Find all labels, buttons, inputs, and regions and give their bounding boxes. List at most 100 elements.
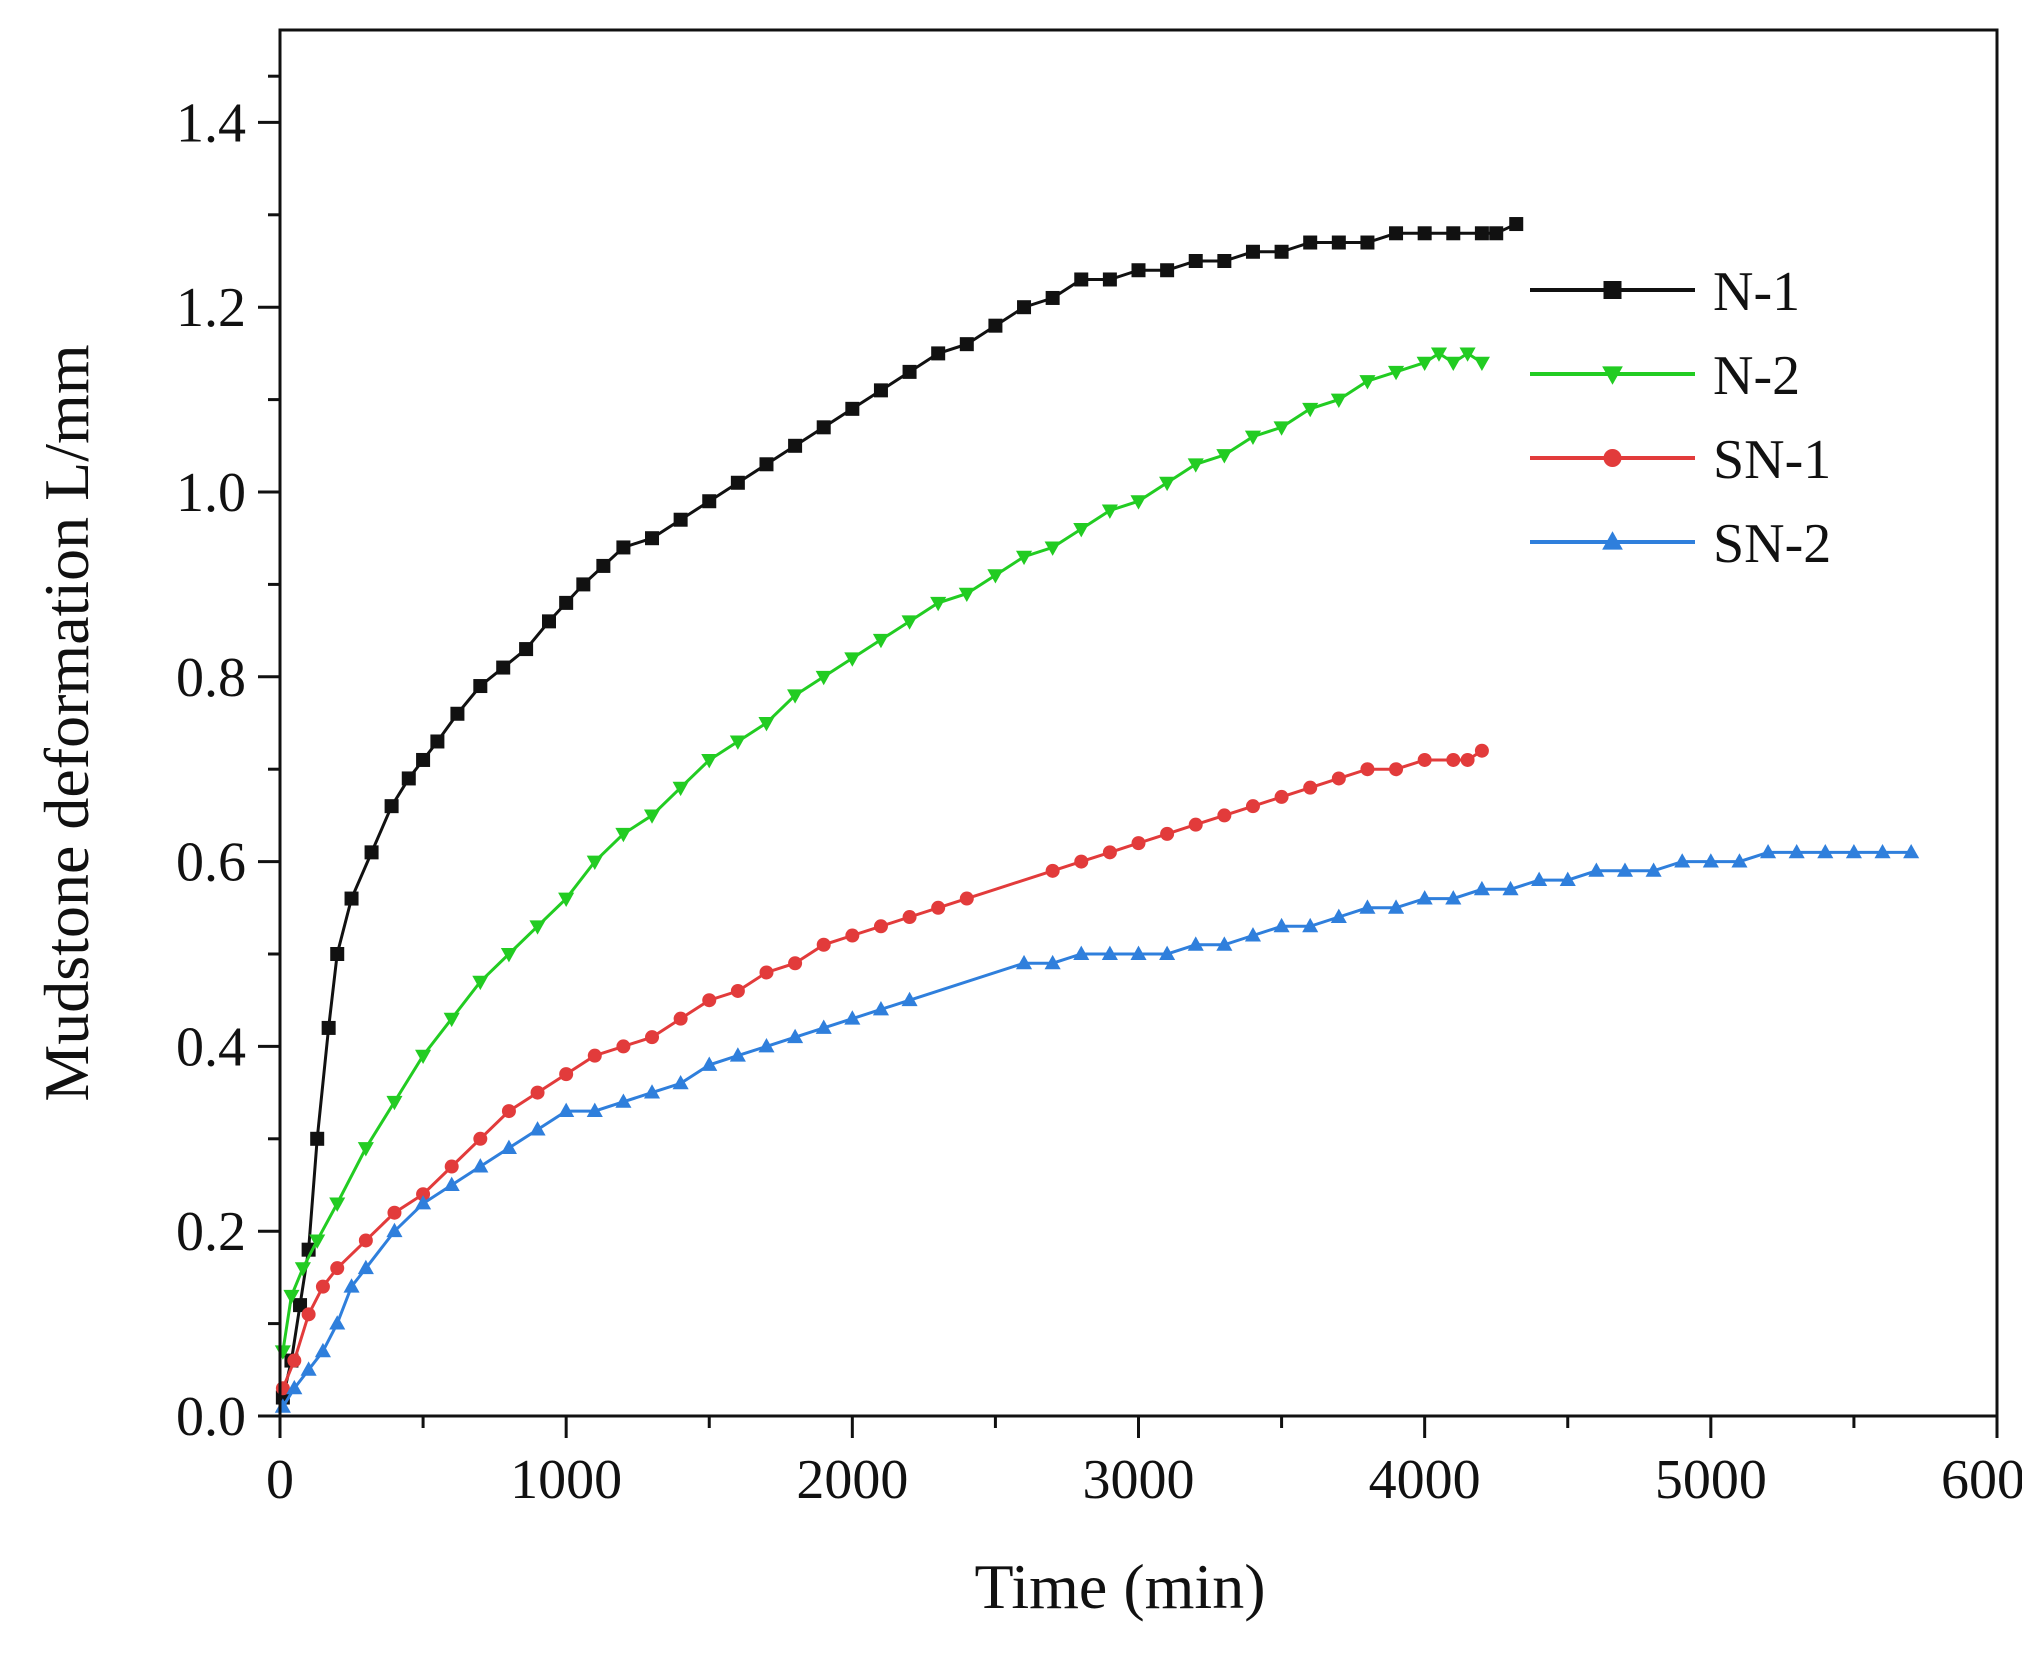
data-point bbox=[615, 827, 632, 843]
data-point bbox=[1359, 375, 1376, 390]
data-point bbox=[1188, 817, 1203, 832]
plot-frame bbox=[278, 28, 1999, 1418]
data-point bbox=[787, 689, 804, 704]
data-point bbox=[1017, 300, 1032, 315]
data-point bbox=[386, 1095, 403, 1111]
data-point bbox=[872, 1001, 889, 1016]
data-point bbox=[1359, 899, 1376, 914]
data-point bbox=[315, 1279, 330, 1294]
data-point bbox=[902, 364, 917, 379]
y-tick-label: 1.2 bbox=[176, 277, 246, 339]
data-point bbox=[1245, 244, 1260, 259]
data-point bbox=[576, 577, 591, 592]
data-point bbox=[1645, 862, 1662, 877]
data-point bbox=[343, 1278, 360, 1293]
data-point bbox=[387, 1205, 402, 1220]
data-point bbox=[815, 670, 832, 686]
data-point bbox=[1074, 854, 1089, 869]
data-point bbox=[788, 956, 803, 971]
data-point bbox=[1388, 899, 1405, 914]
data-point bbox=[1045, 290, 1060, 305]
x-tick-label: 3000 bbox=[1083, 1449, 1195, 1511]
data-point bbox=[1330, 393, 1347, 408]
data-point bbox=[1388, 365, 1405, 381]
data-point bbox=[815, 1019, 832, 1034]
data-point bbox=[988, 318, 1003, 333]
data-point bbox=[300, 1361, 317, 1376]
data-point bbox=[845, 401, 860, 416]
data-point bbox=[1446, 226, 1461, 241]
y-tick-label: 0.0 bbox=[176, 1386, 246, 1448]
data-point bbox=[844, 1010, 861, 1025]
data-point bbox=[496, 660, 511, 675]
data-point bbox=[1273, 421, 1290, 436]
data-point bbox=[1187, 458, 1204, 473]
data-point bbox=[1474, 743, 1489, 758]
data-point bbox=[1502, 880, 1519, 896]
data-point bbox=[301, 1307, 316, 1322]
data-point bbox=[1616, 862, 1634, 877]
data-point bbox=[283, 1289, 300, 1305]
data-point bbox=[1015, 954, 1033, 970]
data-point bbox=[1244, 927, 1262, 942]
legend-marker bbox=[1602, 366, 1623, 385]
data-point bbox=[1559, 871, 1576, 887]
data-point bbox=[472, 1158, 489, 1173]
data-point bbox=[1273, 917, 1290, 933]
data-point bbox=[416, 752, 431, 767]
data-point bbox=[958, 587, 975, 603]
data-point bbox=[357, 1259, 374, 1275]
data-point bbox=[1874, 843, 1891, 859]
data-point bbox=[931, 900, 946, 915]
data-point bbox=[1903, 843, 1920, 859]
data-point bbox=[558, 892, 575, 907]
data-point bbox=[1245, 799, 1260, 814]
series-n-1 bbox=[275, 217, 1524, 1405]
data-point bbox=[1015, 550, 1033, 566]
x-tick-label: 4000 bbox=[1369, 1449, 1481, 1511]
data-point bbox=[702, 993, 717, 1008]
data-point bbox=[415, 1195, 432, 1210]
data-point bbox=[473, 679, 488, 694]
y-tick-label: 0.6 bbox=[176, 832, 246, 894]
data-point bbox=[872, 633, 889, 649]
data-point bbox=[586, 855, 603, 870]
data-point bbox=[1360, 762, 1375, 777]
data-point bbox=[1588, 862, 1605, 877]
data-point bbox=[643, 809, 661, 824]
data-point bbox=[1074, 272, 1089, 287]
data-point bbox=[321, 1020, 336, 1035]
data-point bbox=[559, 1067, 574, 1082]
data-point bbox=[729, 735, 746, 750]
data-point bbox=[1417, 226, 1432, 241]
data-point bbox=[1474, 226, 1489, 241]
series-line bbox=[281, 850, 1912, 1408]
y-tick-label: 1.0 bbox=[176, 462, 246, 524]
legend-item-n-2: N-2 bbox=[1530, 345, 1800, 407]
data-point bbox=[844, 652, 861, 667]
data-point bbox=[1302, 402, 1319, 418]
data-point bbox=[1102, 272, 1117, 287]
data-point bbox=[987, 569, 1004, 584]
data-point bbox=[1331, 235, 1346, 250]
data-point bbox=[1044, 541, 1061, 556]
legend: N-1 N-2 SN-1 SN-2 bbox=[1530, 261, 1831, 575]
data-point bbox=[1446, 752, 1461, 767]
data-point bbox=[501, 1104, 516, 1119]
data-point bbox=[730, 475, 745, 490]
data-point bbox=[1445, 356, 1462, 372]
data-point bbox=[519, 642, 534, 657]
data-point bbox=[729, 1047, 746, 1062]
y-tick-label: 0.4 bbox=[176, 1016, 246, 1078]
legend-label: SN-2 bbox=[1713, 513, 1831, 575]
x-axis-title: Time (min) bbox=[975, 1551, 1266, 1622]
data-point bbox=[645, 531, 660, 546]
data-point bbox=[1430, 347, 1448, 362]
data-point bbox=[1131, 836, 1146, 851]
data-point bbox=[1188, 254, 1203, 268]
data-point bbox=[1101, 945, 1118, 960]
data-point bbox=[902, 910, 917, 925]
data-point bbox=[1473, 356, 1490, 372]
data-point bbox=[1674, 853, 1691, 868]
